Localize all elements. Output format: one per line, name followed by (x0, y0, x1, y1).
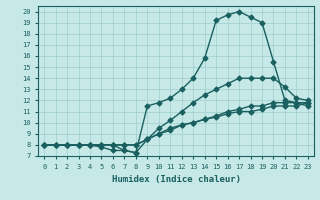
X-axis label: Humidex (Indice chaleur): Humidex (Indice chaleur) (111, 175, 241, 184)
